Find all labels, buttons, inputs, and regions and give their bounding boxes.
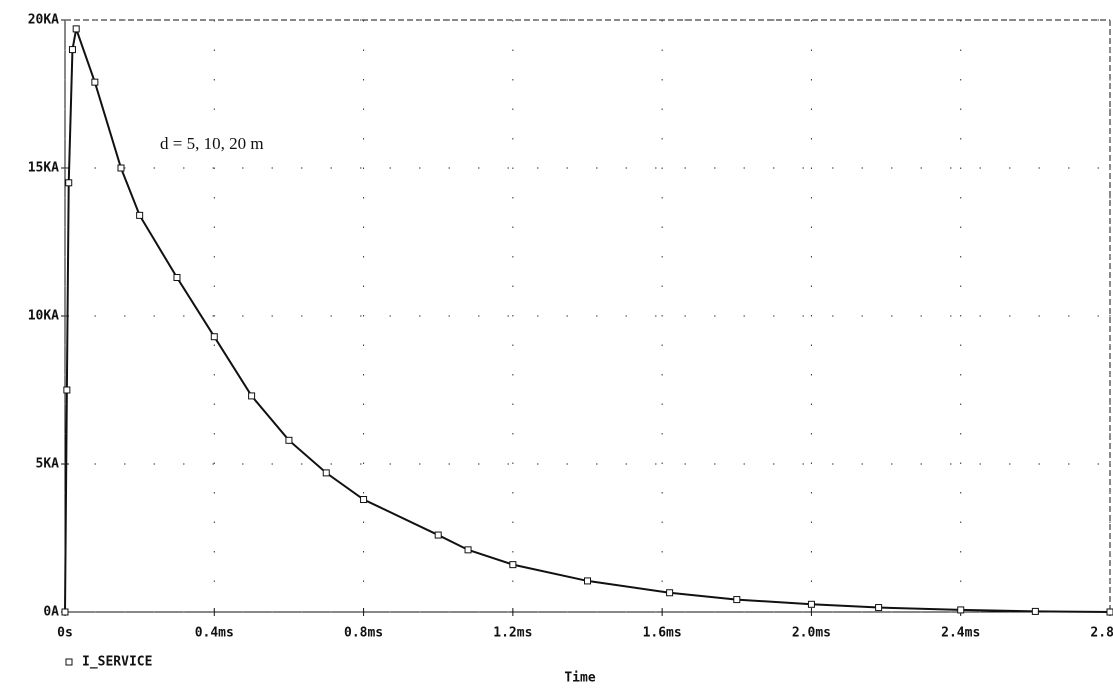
- annotation: d = 5, 10, 20 m: [160, 134, 264, 153]
- y-tick-label: 20KA: [28, 13, 59, 28]
- legend-marker: [65, 658, 73, 666]
- marker: [91, 78, 99, 86]
- marker: [1106, 608, 1113, 616]
- y-tick-label: 10KA: [28, 309, 59, 324]
- marker: [285, 436, 293, 444]
- marker: [1031, 607, 1039, 615]
- marker: [875, 604, 883, 612]
- marker: [210, 333, 218, 341]
- x-tick-label: 2.4ms: [941, 626, 980, 641]
- marker: [248, 392, 256, 400]
- marker: [117, 164, 125, 172]
- marker: [584, 577, 591, 585]
- marker: [173, 274, 181, 282]
- x-tick-label: 2.8ms: [1090, 626, 1113, 641]
- x-axis-label: Time: [564, 671, 595, 686]
- marker: [957, 606, 965, 614]
- marker: [65, 179, 73, 187]
- x-tick-label: 0.8ms: [344, 626, 383, 641]
- y-tick-label: 5KA: [36, 457, 60, 472]
- legend-label: I_SERVICE: [82, 655, 152, 670]
- marker: [464, 546, 472, 554]
- x-tick-label: 1.2ms: [493, 626, 532, 641]
- marker: [360, 496, 368, 504]
- marker: [807, 600, 815, 608]
- marker: [733, 596, 741, 604]
- x-tick-label: 0.4ms: [195, 626, 234, 641]
- marker: [72, 25, 80, 33]
- y-tick-label: 15KA: [28, 161, 59, 176]
- y-tick-label: 0A: [43, 605, 59, 620]
- x-tick-label: 1.6ms: [643, 626, 682, 641]
- x-tick-label: 0s: [57, 626, 73, 641]
- marker: [666, 589, 674, 597]
- marker: [61, 608, 69, 616]
- marker: [63, 386, 71, 394]
- marker: [322, 469, 330, 477]
- marker: [434, 531, 442, 539]
- marker: [509, 561, 517, 569]
- x-tick-label: 2.0ms: [792, 626, 831, 641]
- marker: [136, 211, 144, 219]
- marker: [68, 46, 76, 54]
- series-line: [64, 24, 1111, 613]
